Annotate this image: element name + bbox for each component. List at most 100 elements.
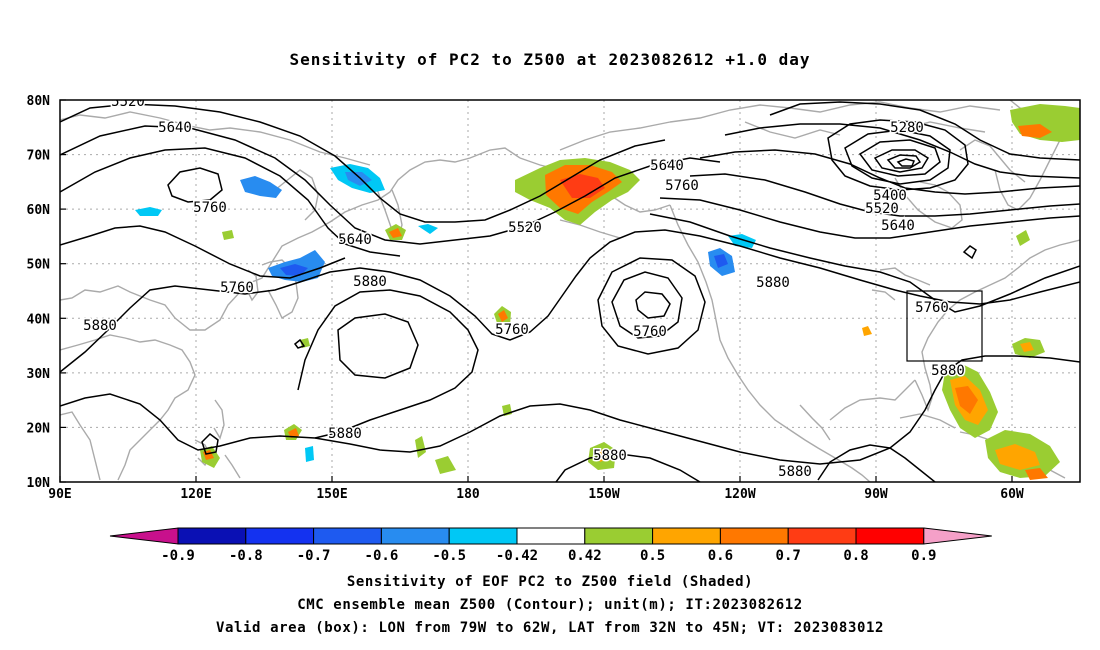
axis-ticks bbox=[59, 99, 1013, 483]
lon-label: 150W bbox=[588, 487, 619, 502]
pos-patch bbox=[435, 456, 456, 474]
contour-label: 5880 bbox=[756, 275, 790, 291]
colorbar-segment bbox=[719, 527, 789, 545]
pos-patch bbox=[1018, 124, 1052, 138]
pos-patch bbox=[288, 428, 299, 438]
neg-patch bbox=[280, 264, 308, 276]
neg-patch bbox=[240, 176, 282, 198]
pos-patch bbox=[995, 444, 1040, 470]
lat-label: 70N bbox=[27, 149, 51, 164]
lon-label: 180 bbox=[456, 487, 480, 502]
colorbar-tick-label: -0.9 bbox=[161, 548, 195, 564]
contour-label: 5880 bbox=[778, 464, 812, 480]
colorbar-segment bbox=[787, 527, 857, 545]
lon-label: 150E bbox=[316, 487, 347, 502]
colorbar-segment bbox=[652, 527, 721, 545]
lat-label: 50N bbox=[27, 258, 51, 273]
contour-label: 5880 bbox=[328, 426, 362, 442]
lon-label: 120W bbox=[724, 487, 755, 502]
colorbar-segment bbox=[245, 527, 315, 545]
contour-label: 5520 bbox=[865, 201, 899, 217]
pos-patch bbox=[862, 326, 872, 336]
contour-label: 5760 bbox=[495, 322, 529, 338]
contour-label: 5880 bbox=[931, 363, 965, 379]
colorbar-tick-label: 0.8 bbox=[843, 548, 868, 564]
contour-label: 5880 bbox=[353, 274, 387, 290]
map-frame bbox=[59, 99, 1081, 483]
contour-label: 5640 bbox=[158, 120, 192, 136]
contour-label: 5400 bbox=[873, 188, 907, 204]
footer-line-contour: CMC ensemble mean Z500 (Contour); unit(m… bbox=[297, 597, 803, 613]
colorbar-segment bbox=[448, 527, 518, 545]
pos-patch bbox=[1025, 468, 1048, 480]
footer-line-valid-area: Valid area (box): LON from 79W to 62W, L… bbox=[215, 620, 885, 636]
colorbar-tick-label: 0.6 bbox=[708, 548, 733, 564]
lon-label: 90W bbox=[864, 487, 888, 502]
colorbar-segment bbox=[855, 527, 925, 545]
colorbar-tick-label: -0.42 bbox=[496, 548, 538, 564]
valid-area-box bbox=[906, 290, 983, 362]
pos-patch bbox=[498, 310, 508, 322]
colorbar-segment bbox=[313, 527, 382, 545]
lat-label: 20N bbox=[27, 421, 51, 436]
colorbar-upper-triangle bbox=[923, 527, 992, 545]
neg-patch bbox=[418, 224, 438, 234]
lon-label: 60W bbox=[1000, 487, 1024, 502]
contour-label: 5880 bbox=[593, 448, 627, 464]
map-title: Sensitivity of PC2 to Z500 at 2023082612… bbox=[289, 50, 811, 69]
contour-label: 5760 bbox=[220, 280, 254, 296]
lat-label: 10N bbox=[27, 476, 51, 491]
pos-patch bbox=[955, 386, 978, 414]
colorbar-tick-label: -0.7 bbox=[297, 548, 331, 564]
colorbar-tick-label: -0.8 bbox=[229, 548, 263, 564]
contour-label: 5760 bbox=[193, 200, 227, 216]
lat-labels: 80N 70N 60N 50N 40N 30N 20N 10N bbox=[27, 94, 51, 491]
graticule bbox=[60, 100, 1080, 482]
colorbar-tick-label: 0.5 bbox=[640, 548, 665, 564]
pos-patch bbox=[560, 174, 605, 198]
lon-label: 90E bbox=[48, 487, 71, 502]
colorbar-segment bbox=[380, 527, 450, 545]
neg-patch bbox=[305, 446, 314, 462]
lat-label: 80N bbox=[27, 94, 51, 109]
lon-labels: 90E 120E 150E 180 150W 120W 90W 60W bbox=[48, 487, 1024, 502]
contour-label: 5280 bbox=[890, 120, 924, 136]
pos-patch bbox=[415, 436, 426, 458]
contour-label: 5640 bbox=[650, 158, 684, 174]
contour-label: 5880 bbox=[83, 318, 117, 334]
contour-label: 5520 bbox=[111, 94, 145, 110]
z500-contours bbox=[60, 101, 1080, 482]
pos-patch bbox=[596, 448, 610, 462]
lat-label: 40N bbox=[27, 312, 51, 327]
colorbar-tick-label: 0.42 bbox=[568, 548, 602, 564]
contour-label: 5640 bbox=[338, 232, 372, 248]
colorbar-segment bbox=[177, 527, 247, 545]
sensitivity-shading bbox=[135, 104, 1080, 480]
contour-label: 5640 bbox=[881, 218, 915, 234]
neg-patch bbox=[714, 254, 728, 268]
colorbar-tick-label: 0.9 bbox=[911, 548, 936, 564]
pos-patch bbox=[222, 230, 234, 240]
contour-label: 5520 bbox=[508, 220, 542, 236]
colorbar-segment bbox=[584, 527, 654, 545]
colorbar-tick-label: -0.6 bbox=[365, 548, 399, 564]
colorbar-segment bbox=[516, 527, 586, 545]
lat-label: 60N bbox=[27, 203, 51, 218]
contour-label: 5760 bbox=[915, 300, 949, 316]
pos-patch bbox=[1016, 230, 1030, 246]
colorbar-lower-triangle bbox=[109, 527, 179, 545]
contour-label: 5760 bbox=[633, 324, 667, 340]
lat-label: 30N bbox=[27, 367, 51, 382]
contour-label: 5760 bbox=[665, 178, 699, 194]
pos-patch bbox=[300, 338, 310, 348]
pos-patch bbox=[1010, 104, 1080, 142]
lon-label: 120E bbox=[180, 487, 211, 502]
pos-patch bbox=[389, 228, 402, 238]
colorbar-tick-label: 0.7 bbox=[776, 548, 801, 564]
footer-line-shaded: Sensitivity of EOF PC2 to Z500 field (Sh… bbox=[346, 574, 754, 590]
colorbar: -0.9 -0.8 -0.7 -0.6 -0.5 -0.42 0.42 0.5 0.6 0.7 0.… bbox=[109, 527, 992, 564]
pos-patch bbox=[1020, 342, 1034, 352]
